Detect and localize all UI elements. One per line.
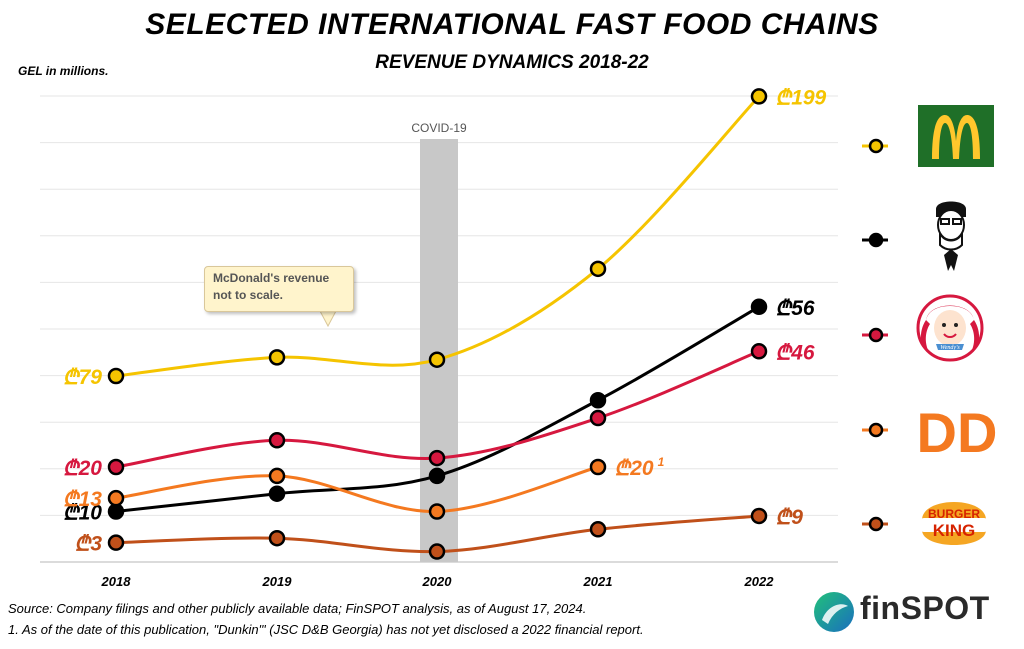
- line-chart: COVID-19 ₾79 ₾199 ₾10 ₾56 ₾20 ₾46 ₾13 ₾20 1 ₾3 ₾9 20…: [40, 86, 888, 589]
- x-tick-label: 2019: [262, 574, 293, 589]
- x-tick-label: 2020: [422, 574, 453, 589]
- mcdonald-s-legend-marker: [868, 138, 884, 154]
- bk-logo-line2: KING: [933, 521, 976, 540]
- mcdonald-s-point: [589, 260, 607, 278]
- mcdonalds-logo: [918, 105, 994, 167]
- dunkin-line: [115, 465, 599, 514]
- burger-king-data-label: ₾3: [74, 533, 102, 556]
- mcdonald-s-point: [268, 349, 286, 366]
- chart-title: SELECTED INTERNATIONAL FAST FOOD CHAINS: [145, 8, 879, 41]
- dunkin-data-label: ₾20 1: [614, 455, 665, 480]
- dunkin-point: [589, 458, 607, 476]
- burger-king-point: [268, 529, 286, 547]
- x-tick-label: 2021: [583, 574, 613, 589]
- mcdonald-s-line: [115, 95, 761, 378]
- wendy-s-point: [107, 458, 125, 476]
- wendy-s-point: [268, 432, 286, 449]
- burger-king-point: [750, 507, 768, 525]
- covid-band: [420, 139, 458, 562]
- dunkin-point: [107, 489, 125, 507]
- wendy-s-data-label: ₾20: [62, 457, 102, 480]
- golden-arches-icon: [932, 115, 980, 159]
- kfc-data-label: ₾56: [775, 297, 815, 320]
- source-note: Source: Company filings and other public…: [8, 601, 587, 616]
- mcdonald-s-data-label: ₾79: [62, 366, 102, 389]
- dunkin-point: [268, 467, 286, 485]
- wendy-s-point: [589, 409, 607, 427]
- dunkin-legend-marker: [868, 422, 884, 438]
- callout-pointer: [319, 310, 337, 328]
- mcdonald-s-data-label: ₾199: [775, 86, 827, 109]
- burger-king-data-label: ₾9: [775, 506, 803, 529]
- burger-king-point: [107, 534, 125, 551]
- burger-king-point: [428, 543, 446, 560]
- mcdonald-s-point: [750, 88, 768, 105]
- finspot-brand: finSPOT: [860, 590, 990, 626]
- mcdonald-s-point: [428, 351, 446, 368]
- x-tick-label: 2022: [744, 574, 775, 589]
- burger-king-logo: BURGER KING: [914, 490, 994, 558]
- chart-subtitle: REVENUE DYNAMICS 2018-22: [375, 52, 649, 73]
- kfc-point: [750, 298, 768, 316]
- dunkin-logo-text: DD: [917, 402, 998, 462]
- wendy-s-legend-marker: [868, 327, 884, 343]
- burger-king-bun-icon: BURGER KING: [920, 502, 988, 545]
- wendy-s-point: [428, 449, 446, 467]
- burger-king-legend-marker: [868, 516, 884, 532]
- kfc-point: [107, 503, 125, 520]
- kfc-logo: [926, 195, 976, 275]
- kfc-point: [428, 467, 446, 485]
- dunkin-point: [428, 503, 446, 520]
- dunkin-data-label: ₾13: [62, 488, 102, 511]
- x-tick-label: 2018: [101, 574, 132, 589]
- unit-label: GEL in millions.: [18, 64, 109, 78]
- wendys-logo: Wendy's: [914, 292, 986, 364]
- mcdonald-s-point: [107, 367, 125, 385]
- wendys-logo-text: Wendy's: [940, 345, 960, 351]
- footnote: 1. As of the date of this publication, "…: [8, 622, 644, 637]
- mcdonalds-callout: McDonald's revenue not to scale.: [204, 266, 354, 312]
- burger-king-point: [589, 521, 607, 538]
- wendys-face-icon: Wendy's: [916, 294, 984, 362]
- kfc-point: [589, 392, 607, 409]
- dunkin-logo: DD: [912, 401, 1002, 464]
- wendy-s-data-label: ₾46: [775, 341, 815, 364]
- covid-band-label: COVID-19: [411, 121, 467, 135]
- kfc-legend-marker: [868, 232, 884, 248]
- colonel-face-icon: [936, 201, 966, 271]
- finspot-logo-icon: [814, 592, 854, 632]
- kfc-data-label: ₾10: [62, 502, 102, 525]
- wendy-s-point: [750, 343, 768, 360]
- bk-logo-line1: BURGER: [928, 507, 980, 521]
- kfc-point: [268, 485, 286, 502]
- dunkin-dd-icon: DD: [917, 401, 998, 464]
